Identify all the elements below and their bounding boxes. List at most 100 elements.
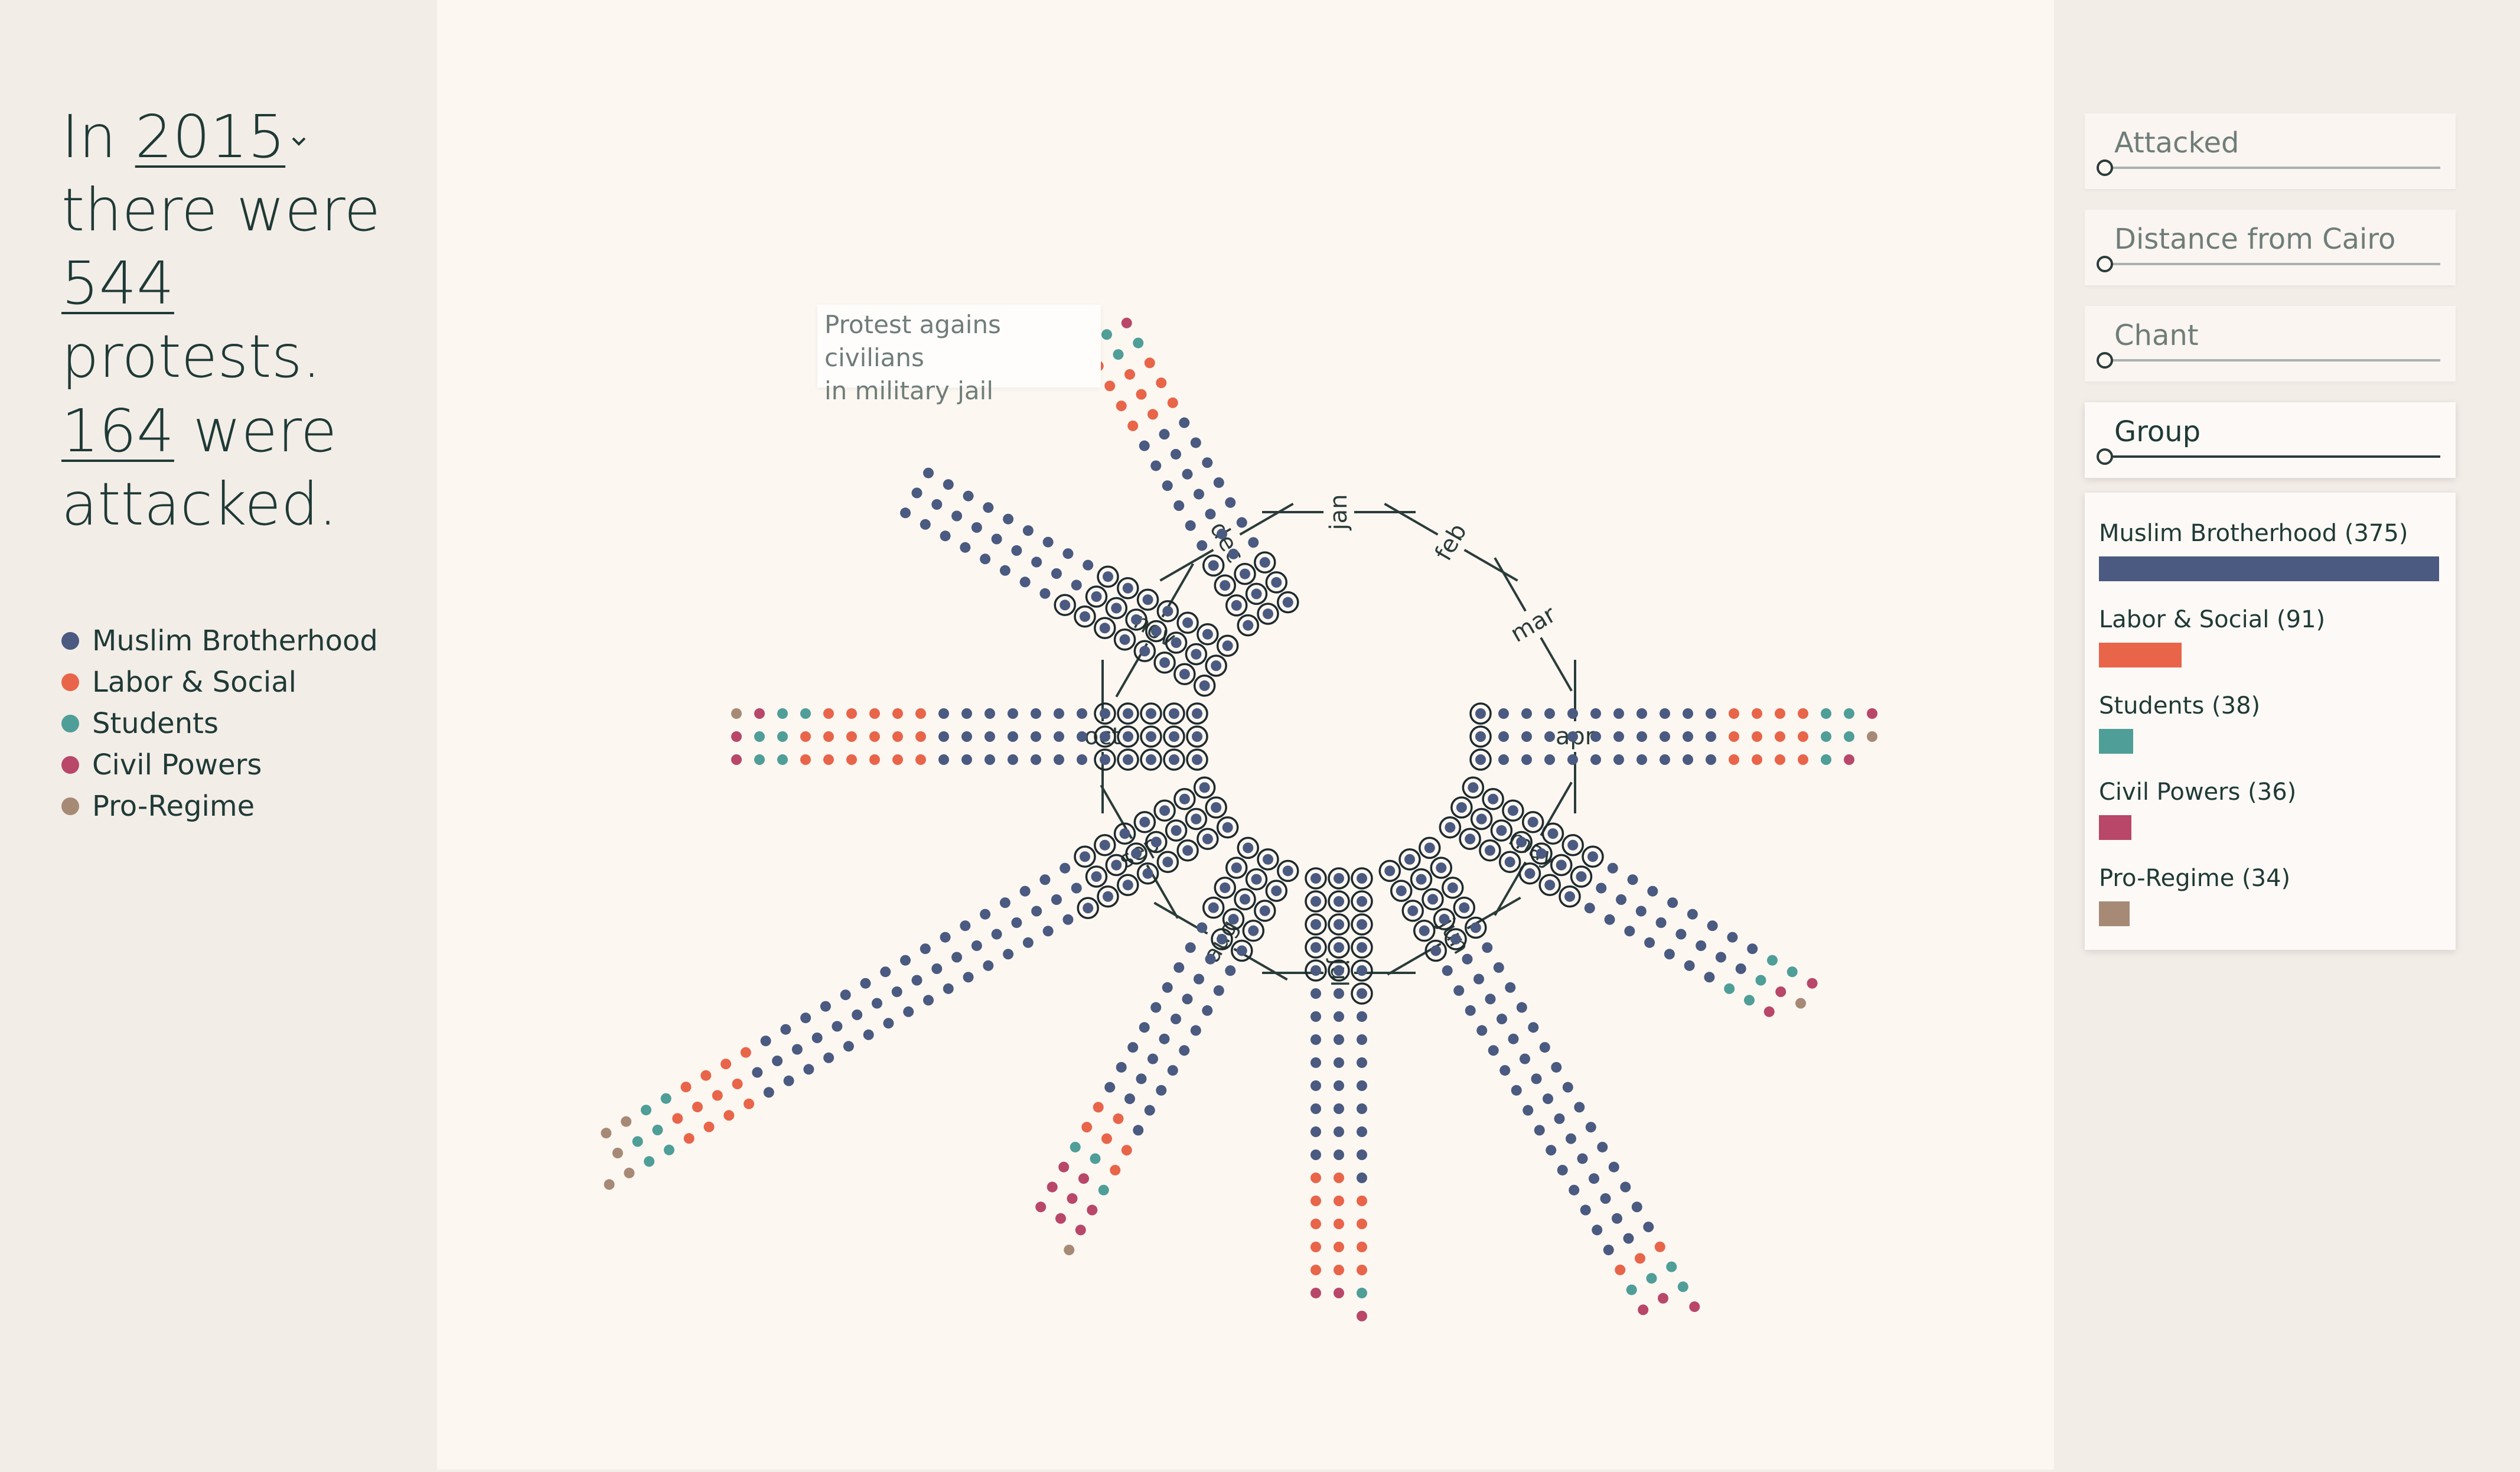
protest-dot[interactable] bbox=[1453, 985, 1465, 996]
protest-dot[interactable] bbox=[1136, 389, 1147, 400]
protest-dot[interactable] bbox=[1357, 988, 1367, 999]
protest-dot[interactable] bbox=[1231, 862, 1242, 874]
protest-dot[interactable] bbox=[1715, 952, 1726, 963]
protest-dot[interactable] bbox=[920, 519, 931, 530]
protest-dot[interactable] bbox=[1729, 708, 1739, 719]
protest-dot[interactable] bbox=[1055, 1213, 1066, 1224]
protest-dot[interactable] bbox=[1192, 754, 1202, 765]
protest-dot[interactable] bbox=[980, 908, 991, 920]
filter-knob[interactable] bbox=[2097, 159, 2113, 176]
protest-dot[interactable] bbox=[1597, 1141, 1608, 1152]
protest-dot[interactable] bbox=[1139, 816, 1150, 828]
protest-dot[interactable] bbox=[1251, 588, 1262, 600]
protest-dot[interactable] bbox=[1424, 842, 1435, 854]
protest-dot[interactable] bbox=[1577, 1153, 1588, 1164]
protest-dot[interactable] bbox=[712, 1090, 723, 1101]
protest-dot[interactable] bbox=[1334, 919, 1344, 930]
protest-dot[interactable] bbox=[1008, 708, 1018, 719]
protest-dot[interactable] bbox=[1334, 1011, 1344, 1022]
protest-dot[interactable] bbox=[1310, 896, 1321, 907]
protest-dot[interactable] bbox=[1396, 885, 1407, 897]
protest-dot[interactable] bbox=[604, 1179, 615, 1190]
protest-dot[interactable] bbox=[869, 708, 880, 719]
protest-dot[interactable] bbox=[1407, 905, 1419, 916]
protest-dot[interactable] bbox=[1211, 802, 1222, 813]
protest-dot[interactable] bbox=[703, 1121, 715, 1132]
protest-dot[interactable] bbox=[1775, 731, 1785, 742]
protest-dot[interactable] bbox=[1171, 448, 1181, 460]
protest-dot[interactable] bbox=[1727, 932, 1738, 943]
protest-dot[interactable] bbox=[1585, 1122, 1596, 1133]
protest-dot[interactable] bbox=[1613, 708, 1624, 719]
protest-dot[interactable] bbox=[860, 978, 871, 989]
protest-dot[interactable] bbox=[1497, 1014, 1507, 1025]
protest-dot[interactable] bbox=[1190, 437, 1201, 448]
protest-dot[interactable] bbox=[1147, 1053, 1158, 1064]
protest-dot[interactable] bbox=[1658, 1292, 1668, 1304]
protest-dot[interactable] bbox=[880, 966, 891, 978]
protest-dot[interactable] bbox=[1008, 731, 1018, 742]
protest-dot[interactable] bbox=[1310, 1196, 1321, 1206]
protest-dot[interactable] bbox=[920, 943, 931, 955]
protest-dot[interactable] bbox=[1111, 859, 1122, 871]
protest-dot[interactable] bbox=[1240, 568, 1250, 579]
protest-dot[interactable] bbox=[1706, 731, 1716, 742]
protest-dot[interactable] bbox=[1524, 868, 1536, 879]
protest-dot[interactable] bbox=[1334, 942, 1344, 953]
protest-dot[interactable] bbox=[1113, 349, 1124, 360]
protest-dot[interactable] bbox=[1127, 420, 1139, 431]
protest-dot[interactable] bbox=[943, 479, 954, 490]
protest-dot[interactable] bbox=[931, 963, 943, 974]
protest-dot[interactable] bbox=[1468, 782, 1479, 793]
protest-dot[interactable] bbox=[1131, 614, 1142, 625]
protest-dot[interactable] bbox=[1626, 1284, 1637, 1295]
protest-dot[interactable] bbox=[1199, 680, 1210, 691]
protest-dot[interactable] bbox=[1099, 839, 1110, 851]
protest-dot[interactable] bbox=[1357, 1173, 1367, 1183]
protest-dot[interactable] bbox=[1600, 1193, 1611, 1204]
protest-dot[interactable] bbox=[1091, 591, 1102, 602]
protest-dot[interactable] bbox=[1357, 1219, 1367, 1229]
protest-dot[interactable] bbox=[1543, 1093, 1553, 1105]
protest-dot[interactable] bbox=[1054, 754, 1064, 765]
protest-dot[interactable] bbox=[923, 467, 934, 478]
protest-dot[interactable] bbox=[1357, 942, 1367, 953]
protest-dot[interactable] bbox=[1240, 894, 1250, 905]
protest-dot[interactable] bbox=[1334, 1242, 1344, 1252]
protest-dot[interactable] bbox=[1101, 329, 1112, 340]
protest-dot[interactable] bbox=[1248, 925, 1259, 936]
protest-dot[interactable] bbox=[780, 1024, 791, 1035]
protest-dot[interactable] bbox=[1334, 1103, 1344, 1114]
filter-knob[interactable] bbox=[2097, 352, 2113, 369]
protest-dot[interactable] bbox=[900, 955, 911, 966]
protest-dot[interactable] bbox=[1054, 708, 1064, 719]
protest-dot[interactable] bbox=[1821, 754, 1831, 765]
protest-dot[interactable] bbox=[1058, 1161, 1070, 1173]
filter-knob[interactable] bbox=[2097, 256, 2113, 272]
protest-dot[interactable] bbox=[1547, 828, 1559, 839]
protest-dot[interactable] bbox=[1442, 965, 1453, 976]
protest-dot[interactable] bbox=[1439, 914, 1450, 925]
protest-dot[interactable] bbox=[1062, 914, 1074, 925]
protest-dot[interactable] bbox=[1103, 571, 1114, 582]
protest-dot[interactable] bbox=[961, 708, 972, 719]
protest-dot[interactable] bbox=[754, 754, 765, 765]
protest-dot[interactable] bbox=[1334, 965, 1344, 976]
protest-dot[interactable] bbox=[1031, 754, 1041, 765]
protest-dot[interactable] bbox=[1263, 608, 1273, 620]
protest-dot[interactable] bbox=[1008, 754, 1018, 765]
protest-dot[interactable] bbox=[1357, 896, 1367, 907]
protest-dot[interactable] bbox=[1259, 557, 1270, 568]
protest-dot[interactable] bbox=[892, 754, 903, 765]
protest-dot[interactable] bbox=[1557, 1164, 1568, 1175]
protest-dot[interactable] bbox=[1139, 646, 1150, 657]
protest-dot[interactable] bbox=[644, 1156, 655, 1167]
protest-dot[interactable] bbox=[1334, 1126, 1344, 1137]
protest-dot[interactable] bbox=[1476, 1025, 1488, 1036]
protest-dot[interactable] bbox=[1566, 1133, 1576, 1144]
protest-dot[interactable] bbox=[1729, 754, 1739, 765]
protest-dot[interactable] bbox=[1357, 1265, 1367, 1275]
protest-dot[interactable] bbox=[1202, 833, 1213, 845]
protest-dot[interactable] bbox=[1844, 731, 1854, 742]
protest-dot[interactable] bbox=[1334, 896, 1344, 907]
